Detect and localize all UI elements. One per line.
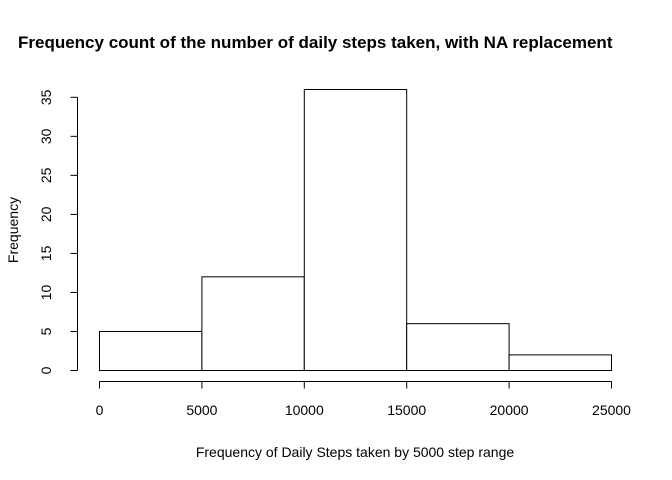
histogram-bar-4 xyxy=(508,354,613,371)
histogram-bar-2 xyxy=(303,89,408,371)
x-tick-label-3: 15000 xyxy=(387,402,426,418)
y-tick-label-5: 25 xyxy=(38,167,54,183)
x-tick-label-1: 5000 xyxy=(186,402,217,418)
y-tick-label-7: 35 xyxy=(38,89,54,105)
y-tick-label-6: 30 xyxy=(38,128,54,144)
y-tick-label-0: 0 xyxy=(38,366,54,374)
y-tick-label-1: 5 xyxy=(38,327,54,335)
x-tick-label-0: 0 xyxy=(96,402,104,418)
x-tick-label-2: 10000 xyxy=(285,402,324,418)
x-tick-label-5: 25000 xyxy=(592,402,631,418)
x-axis-label: Frequency of Daily Steps taken by 5000 s… xyxy=(196,444,515,460)
x-axis: 0 5000 10000 15000 20000 25000 xyxy=(96,381,631,418)
histogram-bar-3 xyxy=(406,323,510,371)
y-axis-label: Frequency xyxy=(5,197,21,263)
y-axis: 0 5 10 15 20 25 30 35 xyxy=(38,89,78,374)
y-tick-label-3: 15 xyxy=(38,245,54,261)
histogram-bar-1 xyxy=(201,276,305,372)
histogram-bar-0 xyxy=(99,330,203,372)
chart-title: Frequency count of the number of daily s… xyxy=(18,33,613,52)
y-tick-label-4: 20 xyxy=(38,206,54,222)
y-tick-label-2: 10 xyxy=(38,284,54,300)
x-tick-label-4: 20000 xyxy=(490,402,529,418)
bars-group xyxy=(99,89,613,372)
